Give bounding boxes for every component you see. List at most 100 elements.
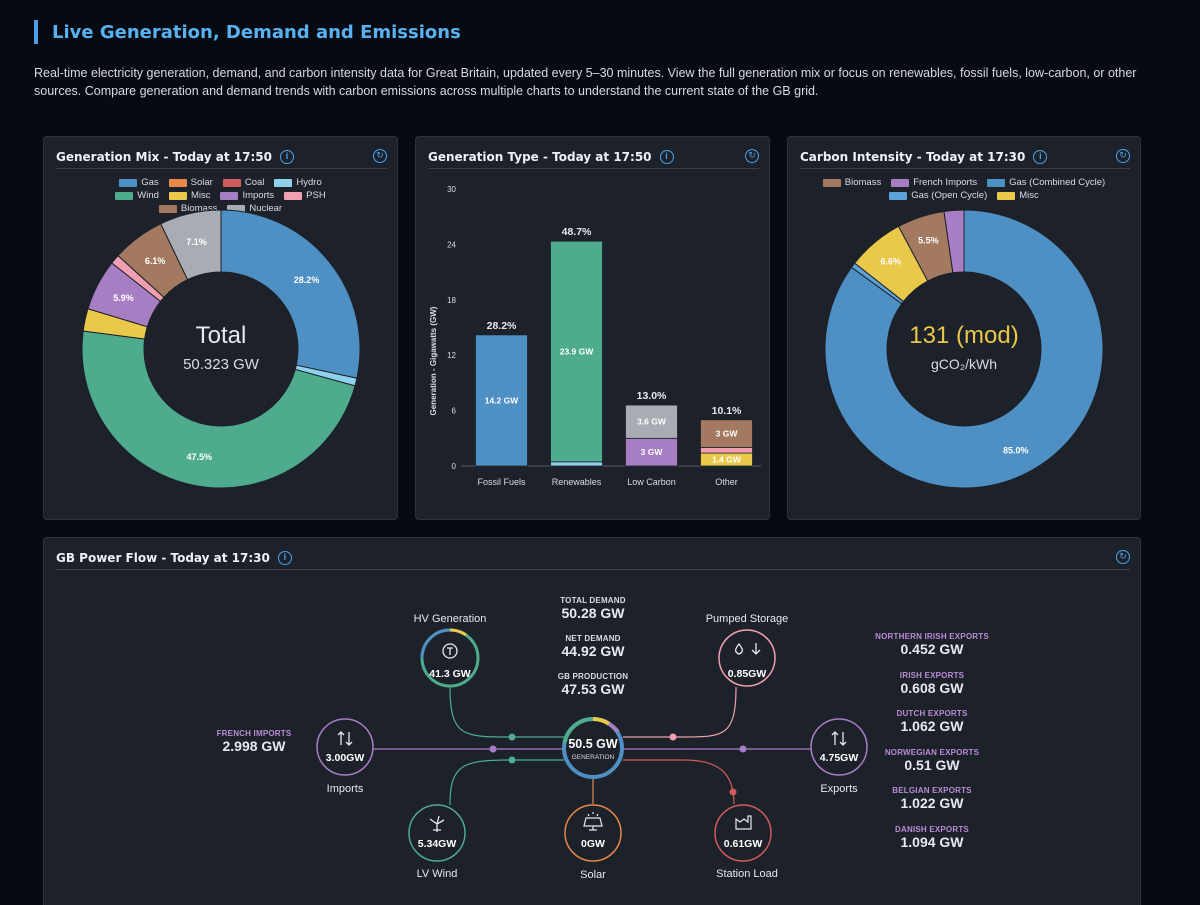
title-accent-bar bbox=[34, 20, 38, 44]
pumped-storage-node[interactable] bbox=[718, 629, 776, 687]
lv-wind-node[interactable] bbox=[408, 804, 466, 862]
hv-generation-label: HV Generation bbox=[413, 613, 487, 625]
generation-ring-imports bbox=[607, 722, 620, 734]
bar-value-label: 14.2 GW bbox=[485, 395, 520, 405]
info-icon[interactable]: i bbox=[659, 150, 674, 164]
legend-item[interactable]: Misc bbox=[168, 190, 211, 201]
legend-item[interactable]: Gas (Open Cycle) bbox=[889, 190, 987, 201]
donut-slice[interactable] bbox=[220, 209, 361, 379]
stat-caption: NORWEGIAN EXPORTS bbox=[884, 747, 980, 757]
bar-value-label: 3 GW bbox=[716, 429, 739, 439]
info-icon[interactable]: i bbox=[1033, 150, 1048, 164]
slice-label: 5.5% bbox=[918, 236, 939, 246]
legend-swatch bbox=[115, 191, 134, 200]
x-tick-label: Other bbox=[715, 477, 738, 487]
stat-caption: DUTCH EXPORTS bbox=[896, 709, 968, 719]
carbon-intensity-donut: 131 (mod) gCO₂/kWh 85.0% 6.6% 5.5% bbox=[824, 209, 1104, 489]
pumped-storage-value: 0.85GW bbox=[728, 668, 767, 680]
info-icon[interactable]: i bbox=[280, 150, 294, 164]
stat-block: NORWEGIAN EXPORTS 0.51 GW bbox=[852, 748, 1012, 773]
stat-block: DUTCH EXPORTS 1.062 GW bbox=[852, 709, 1012, 734]
y-axis-label: Generation - Gigawatts (GW) bbox=[429, 306, 438, 415]
legend-swatch bbox=[227, 204, 246, 213]
exports-node[interactable] bbox=[810, 718, 868, 776]
legend-item[interactable]: Solar bbox=[168, 177, 213, 188]
legend-label: Hydro bbox=[296, 177, 322, 188]
legend-item[interactable]: Nuclear bbox=[227, 203, 282, 214]
slice-label: 85.0% bbox=[1003, 446, 1029, 456]
donut-slice[interactable] bbox=[81, 330, 356, 489]
stat-value: 1.022 GW bbox=[900, 795, 964, 812]
slice-label: 5.9% bbox=[113, 293, 134, 303]
stat-caption: IRISH EXPORTS bbox=[899, 670, 965, 680]
imports-label: Imports bbox=[326, 783, 364, 795]
station-load-node[interactable] bbox=[714, 804, 772, 862]
slice-label: 6.1% bbox=[145, 256, 166, 266]
legend-item[interactable]: Gas bbox=[119, 177, 159, 188]
legend-item[interactable]: French Imports bbox=[891, 177, 977, 188]
legend-item[interactable]: Gas (Combined Cycle) bbox=[987, 177, 1105, 188]
generation-ring-misc bbox=[592, 716, 611, 726]
x-tick-label: Low Carbon bbox=[627, 477, 676, 487]
legend-label: PSH bbox=[306, 190, 326, 201]
legend-label: Misc bbox=[190, 190, 211, 201]
stat-caption: DANISH EXPORTS bbox=[895, 825, 969, 834]
legend-item[interactable]: Misc bbox=[997, 190, 1039, 201]
legend-label: Wind bbox=[137, 190, 159, 201]
flow-dot bbox=[739, 745, 747, 753]
legend-item[interactable]: Imports bbox=[220, 190, 274, 201]
carbon-unit: gCO₂/kWh bbox=[931, 356, 997, 372]
legend-swatch bbox=[158, 204, 177, 213]
bar-segment[interactable] bbox=[550, 240, 603, 463]
bar-percent-label: 28.2% bbox=[487, 320, 517, 332]
bar-segment[interactable] bbox=[625, 437, 678, 467]
refresh-icon[interactable]: ↻ bbox=[1116, 149, 1130, 163]
legend-item[interactable]: Hydro bbox=[274, 177, 322, 188]
legend-item[interactable]: PSH bbox=[284, 190, 326, 201]
power-flow-card: GB Power Flow - Today at 17:30 i ↻ 50.5 … bbox=[43, 537, 1141, 905]
flow-dot bbox=[669, 733, 677, 741]
refresh-icon[interactable]: ↻ bbox=[745, 149, 759, 163]
exports-label: Exports bbox=[820, 783, 858, 795]
x-tick-label: Renewables bbox=[552, 477, 602, 487]
stat-value: 1.094 GW bbox=[900, 834, 964, 850]
legend-swatch bbox=[284, 191, 303, 200]
legend-item[interactable]: Biomass bbox=[822, 177, 881, 188]
slice-label: 28.2% bbox=[294, 275, 320, 285]
swap-arrows-icon bbox=[831, 731, 847, 746]
bar-segment[interactable] bbox=[550, 461, 603, 467]
legend-item[interactable]: Wind bbox=[115, 190, 159, 201]
slice-label: 7.1% bbox=[186, 237, 207, 247]
donut-slice[interactable] bbox=[943, 209, 965, 274]
stat-caption: GB PRODUCTION bbox=[557, 672, 629, 681]
y-tick-label: 6 bbox=[452, 407, 457, 416]
refresh-icon[interactable]: ↻ bbox=[1116, 550, 1130, 564]
bar-segment[interactable] bbox=[700, 447, 753, 454]
card-title: GB Power Flow - Today at 17:30 bbox=[56, 551, 270, 565]
stat-value: 47.53 GW bbox=[561, 681, 625, 697]
hv-ring-misc bbox=[449, 628, 467, 637]
solar-node[interactable] bbox=[564, 804, 622, 862]
legend-label: Gas (Open Cycle) bbox=[911, 190, 988, 201]
donut-slice[interactable] bbox=[824, 209, 1104, 489]
legend-swatch bbox=[119, 178, 138, 187]
refresh-icon[interactable]: ↻ bbox=[373, 149, 387, 163]
solar-panel-icon bbox=[583, 812, 603, 831]
legend-item[interactable]: Coal bbox=[222, 177, 264, 188]
bar-segment[interactable] bbox=[625, 404, 678, 439]
hv-generation-icon bbox=[447, 647, 453, 655]
card-divider bbox=[56, 569, 1130, 570]
donut-slice[interactable] bbox=[160, 209, 222, 281]
flow-dot bbox=[489, 745, 497, 753]
stat-value: 2.998 GW bbox=[222, 738, 286, 754]
stat-value: 1.062 GW bbox=[900, 718, 964, 735]
imports-node[interactable] bbox=[316, 718, 374, 776]
generation-type-bar-chart: Generation - Gigawatts (GW) 0 6 12 18 24 30 14… bbox=[429, 185, 761, 487]
water-drop-icon bbox=[734, 642, 744, 655]
flow-dot bbox=[508, 733, 516, 741]
legend-item[interactable]: Biomass bbox=[158, 203, 217, 214]
stat-caption: NORTHERN IRISH EXPORTS bbox=[875, 632, 989, 641]
bar-segment[interactable] bbox=[700, 419, 753, 448]
bar-segment[interactable] bbox=[475, 334, 528, 467]
info-icon[interactable]: i bbox=[277, 551, 292, 565]
